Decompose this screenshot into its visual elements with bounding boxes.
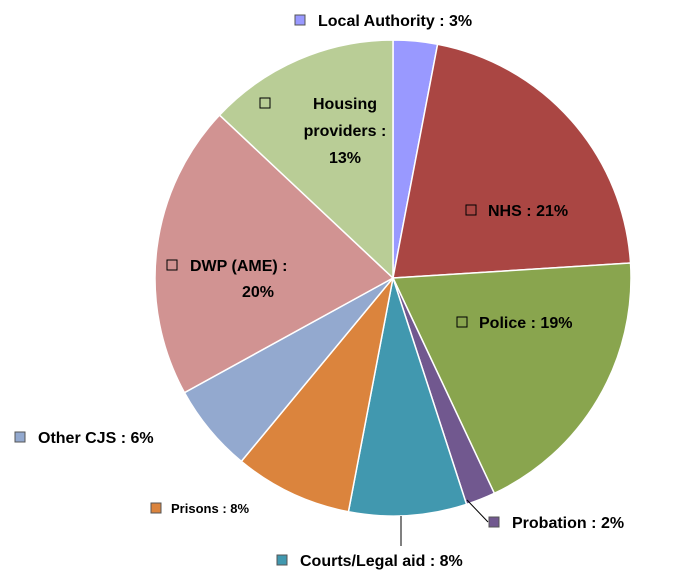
label-part: Prisons: [171, 501, 219, 516]
legend-marker: [150, 502, 162, 514]
slice-label: Police:19%: [479, 315, 572, 332]
legend-marker: [166, 259, 178, 271]
slice-label: Prisons:8%: [171, 501, 250, 516]
label-part: :: [222, 501, 226, 516]
slice-label: 20%: [242, 284, 274, 301]
label-part: :: [439, 13, 444, 30]
label-part: 3%: [449, 13, 472, 30]
pie-slice: [391, 262, 632, 495]
slice-label: Housing: [313, 96, 377, 113]
label-part: 6%: [131, 430, 154, 447]
label-part: :: [121, 430, 126, 447]
slice-label: NHS:21%: [488, 203, 568, 220]
legend-marker: [14, 431, 26, 443]
label-part: providers: [304, 123, 377, 140]
label-part: NHS: [488, 203, 522, 220]
label-part: 21%: [536, 203, 568, 220]
slice-label: providers:: [304, 123, 387, 140]
slice-label: DWP (AME):: [190, 258, 288, 275]
slice-label: Courts/Legal aid:8%: [300, 553, 463, 570]
slice-label: Other CJS:6%: [38, 430, 154, 447]
label-part: :: [282, 258, 287, 275]
label-part: Courts/Legal aid: [300, 553, 425, 570]
label-part: 2%: [601, 515, 624, 532]
label-part: Housing: [313, 96, 377, 113]
slice-label: Local Authority:3%: [318, 13, 472, 30]
label-part: Police: [479, 315, 526, 332]
legend-marker: [456, 316, 468, 328]
slice-label: Probation:2%: [512, 515, 624, 532]
label-part: :: [430, 553, 435, 570]
label-part: Local Authority: [318, 13, 435, 30]
label-part: Probation: [512, 515, 587, 532]
pie-slice: [154, 114, 395, 394]
label-part: 20%: [242, 284, 274, 301]
slice-label: 13%: [329, 150, 361, 167]
label-part: 19%: [540, 315, 572, 332]
label-part: :: [381, 123, 386, 140]
pie-slice: [347, 277, 468, 517]
label-part: :: [526, 203, 531, 220]
label-part: 8%: [230, 501, 249, 516]
label-part: :: [591, 515, 596, 532]
leader-line: [466, 499, 489, 523]
label-part: 13%: [329, 150, 361, 167]
legend-marker: [294, 14, 306, 26]
label-part: DWP (AME): [190, 258, 278, 275]
label-part: 8%: [440, 553, 463, 570]
legend-marker: [259, 97, 271, 109]
label-part: :: [531, 315, 536, 332]
legend-marker: [488, 516, 500, 528]
legend-marker: [465, 204, 477, 216]
pie-slice: [392, 43, 632, 279]
legend-marker: [276, 554, 288, 566]
label-part: Other CJS: [38, 430, 117, 447]
pie-slice: [218, 39, 394, 280]
pie-slice: [240, 277, 394, 513]
